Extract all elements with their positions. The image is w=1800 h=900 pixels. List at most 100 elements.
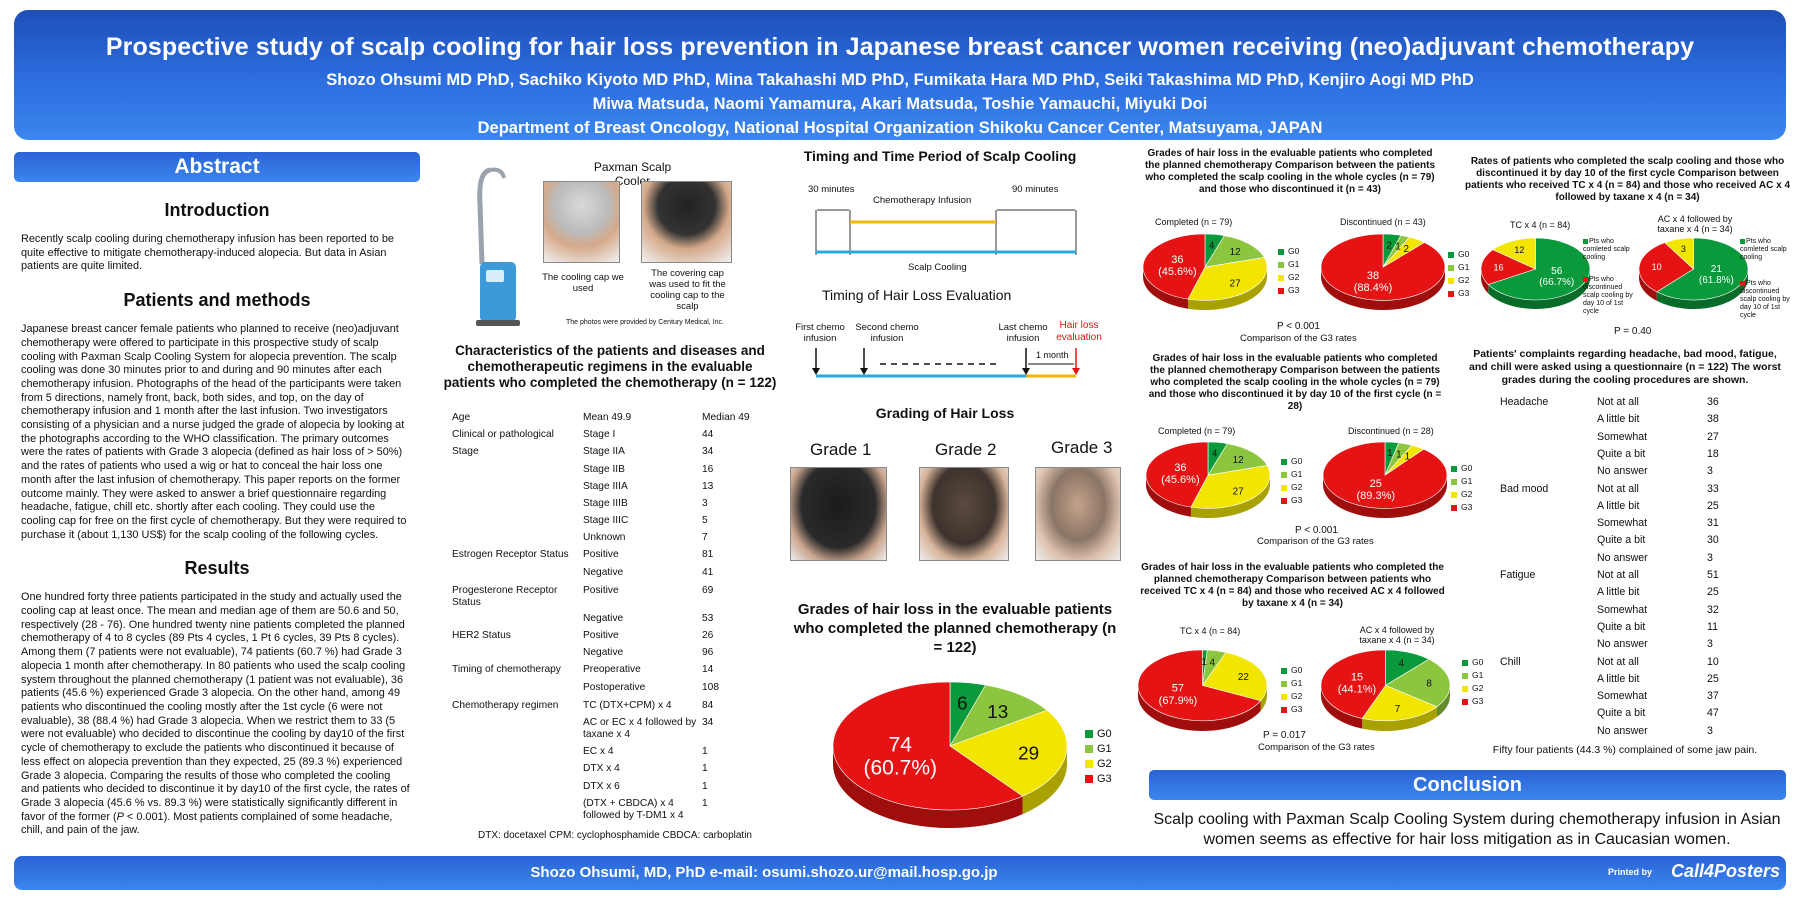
panel-c-p-value: P = 0.017 xyxy=(1263,730,1306,741)
cooling-cap-caption: The cooling cap we used xyxy=(542,272,624,294)
complaints-cell: No answer xyxy=(1597,465,1648,478)
panel-d2-pie: 21 (61.8%) 10 3 xyxy=(1638,237,1749,309)
characteristics-cell: 16 xyxy=(702,464,714,475)
characteristics-cell: 108 xyxy=(702,682,719,693)
legend-entry-g3: G3 xyxy=(1278,285,1299,295)
panel-c1-pie: 1 4 22 57 (67.9%) xyxy=(1137,649,1268,731)
main-pie-title: Grades of hair loss in the evaluable pat… xyxy=(793,601,1117,656)
characteristics-cell: 1 xyxy=(702,746,708,757)
complaints-cell: Somewhat xyxy=(1597,603,1648,616)
complaints-row: A little bit 25 xyxy=(1500,500,1760,517)
legend-entry-g0: G0 xyxy=(1278,246,1299,256)
grade2-label: Grade 2 xyxy=(935,440,997,459)
complaints-cell: Quite a bit xyxy=(1597,447,1646,460)
complaints-cell: 25 xyxy=(1707,586,1719,599)
characteristics-cell: 96 xyxy=(702,647,714,658)
poster-title: Prospective study of scalp cooling for h… xyxy=(105,33,1695,61)
legend-entry-g2: G2 xyxy=(1281,691,1302,701)
characteristics-cell: Estrogen Receptor Status xyxy=(452,549,569,560)
panel-c2-pie: 4 8 7 15 (44.1%) xyxy=(1320,649,1451,731)
last-infusion-label: Last chemo infusion xyxy=(998,322,1048,344)
complaints-cell: Somewhat xyxy=(1597,517,1648,530)
grade1-label: Grade 1 xyxy=(810,440,872,459)
pie-slice-side xyxy=(1187,267,1267,310)
pie-slice-pts-who-comleted-sca xyxy=(1656,237,1749,301)
legend-entry-g2: G2 xyxy=(1278,272,1299,282)
legend-entry-g1: G1 xyxy=(1448,262,1469,272)
pie-data-label: 15 (44.1%) xyxy=(1338,671,1377,695)
complaints-row: No answer 3 xyxy=(1500,725,1760,742)
panel-b-p-value: P < 0.001 xyxy=(1295,525,1338,536)
characteristics-cell: Postoperative xyxy=(583,682,646,693)
complaints-cell: 37 xyxy=(1707,690,1719,703)
complaints-cell: A little bit xyxy=(1597,499,1640,512)
pie-data-label: 56 (66.7%) xyxy=(1539,266,1574,288)
scalp-cooling-label: Scalp Cooling xyxy=(908,262,967,273)
characteristics-cell: TC (DTX+CPM) x 4 xyxy=(583,700,672,711)
complaints-cell: Bad mood xyxy=(1500,482,1549,495)
characteristics-cell: 1 xyxy=(702,781,708,792)
pie-data-label: 22 xyxy=(1238,672,1249,683)
panel-a2-legend: G0 G1 G2 G3 xyxy=(1448,249,1472,309)
intro-heading: Introduction xyxy=(164,200,270,220)
pie-slice-g3 xyxy=(1145,441,1209,508)
panel-d1-legend-1: Pts who comleted scalp cooling xyxy=(1583,238,1630,261)
affiliation: Department of Breast Oncology, National … xyxy=(477,119,1323,137)
complaints-cell: 3 xyxy=(1707,551,1713,564)
characteristics-cell: 69 xyxy=(702,585,714,596)
pie-slice-g3 xyxy=(1320,233,1446,301)
paxman-device-image xyxy=(476,167,520,326)
authors-line-1: Shozo Ohsumi MD PhD, Sachiko Kiyoto MD P… xyxy=(326,71,1474,89)
characteristics-cell: DTX x 6 xyxy=(583,781,620,792)
panel-d2-legend-2: Pts who discontinued scalp cooling by da… xyxy=(1740,280,1790,319)
pie-data-label: 13 xyxy=(987,702,1008,723)
panel-b2-legend: G0 G1 G2 G3 xyxy=(1451,463,1475,523)
characteristics-cell: 44 xyxy=(702,429,714,440)
pie-data-label: 10 xyxy=(1652,262,1662,272)
pie-slice-g1 xyxy=(1207,443,1268,476)
grading-title: Grading of Hair Loss xyxy=(875,405,1015,421)
characteristics-cell: 84 xyxy=(702,700,714,711)
intro-text: Recently scalp cooling during chemothera… xyxy=(21,233,394,273)
results-text: One hundred forty three patients partici… xyxy=(21,591,410,837)
characteristics-cell: Positive xyxy=(583,585,619,596)
conclusion-heading: Conclusion xyxy=(1149,770,1786,800)
grade2-photo xyxy=(919,467,1009,561)
pie-slice-side xyxy=(1321,685,1363,729)
pie-data-label: 27 xyxy=(1233,486,1244,497)
pie-slice-side xyxy=(1146,475,1191,517)
pie-slice-g2 xyxy=(949,709,1068,797)
methods-text: Japanese breast cancer female patients w… xyxy=(21,323,407,541)
legend-entry-g1: G1 xyxy=(1281,469,1302,479)
characteristics-cell: 34 xyxy=(702,717,714,728)
complaints-row: Quite a bit 30 xyxy=(1500,534,1760,551)
legend-entry-g2: G2 xyxy=(1448,275,1469,285)
characteristics-cell: 34 xyxy=(702,446,714,457)
complaints-title: Patients' complaints regarding headache,… xyxy=(1469,348,1781,386)
pie-slice-g3 xyxy=(1322,441,1448,509)
pie-slice-side xyxy=(1481,269,1489,294)
legend-entry-g1: G1 xyxy=(1281,678,1302,688)
legend-entry-g2: G2 xyxy=(1451,489,1472,499)
second-infusion-label: Second chemo infusion xyxy=(855,322,919,344)
complaints-row: No answer 3 xyxy=(1500,552,1760,569)
pie-slice-side xyxy=(833,746,1023,828)
poster-header: Prospective study of scalp cooling for h… xyxy=(14,10,1786,140)
characteristics-cell: 13 xyxy=(702,481,714,492)
legend-entry-g3: G3 xyxy=(1451,502,1472,512)
pie-data-label: 2 xyxy=(1404,244,1410,255)
grade1-photo xyxy=(790,467,887,561)
pie-slice-side xyxy=(1639,269,1657,301)
characteristics-cell: 14 xyxy=(702,664,714,675)
covering-cap-photo xyxy=(641,181,732,263)
pie-slice-pts-who-discontinued xyxy=(1480,249,1537,285)
panel-a2-title: Discontinued (n = 43) xyxy=(1340,217,1426,227)
complaints-row: Chill Not at all 10 xyxy=(1500,656,1760,673)
call4posters-logo: Call4Posters xyxy=(1671,861,1781,881)
complaints-cell: 30 xyxy=(1707,534,1719,547)
pie-data-label: 36 (45.6%) xyxy=(1161,462,1200,486)
characteristics-cell: 1 xyxy=(702,763,708,774)
characteristics-cell: 1 xyxy=(702,798,708,809)
complaints-cell: Fatigue xyxy=(1500,569,1536,581)
complaints-cell: Quite a bit xyxy=(1597,534,1646,547)
